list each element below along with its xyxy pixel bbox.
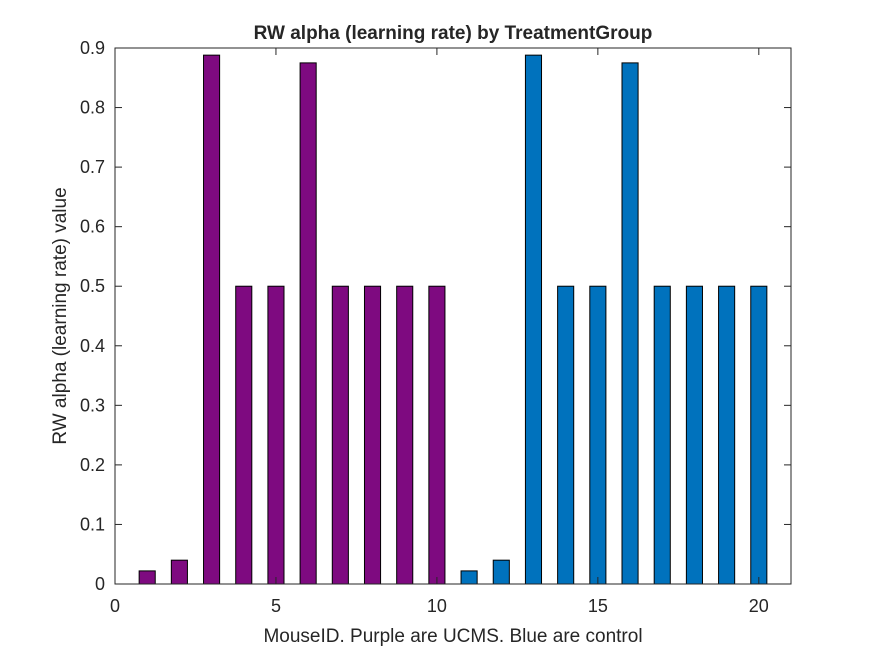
- ticks-layer: 0 5 10 15 20 0 0.1 0.2 0.3 0.4 0.5 0.6 0.7 0.8 0.9: [80, 38, 791, 616]
- bar-mouse-4: [235, 285, 253, 585]
- bar-mouse-20: [750, 285, 768, 585]
- chart-title: RW alpha (learning rate) by TreatmentGro…: [254, 23, 653, 44]
- bar-mouse-1: [138, 570, 156, 585]
- bar-mouse-18: [685, 285, 703, 585]
- y-tick-label: 0.9: [80, 38, 105, 58]
- y-tick-label: 0.5: [80, 276, 105, 296]
- bar-mouse-3: [203, 54, 221, 585]
- bar-mouse-12: [492, 559, 510, 585]
- y-tick-label: 0.3: [80, 395, 105, 415]
- bar-mouse-8: [363, 285, 382, 585]
- y-tick-label: 0.4: [80, 336, 105, 356]
- x-tick-label: 15: [588, 596, 608, 616]
- x-tick-label: 5: [271, 596, 281, 616]
- bar-mouse-10: [428, 285, 446, 585]
- bar-mouse-9: [396, 285, 414, 585]
- bar-mouse-13: [524, 54, 543, 585]
- bar-mouse-11: [460, 570, 478, 585]
- x-axis-title: MouseID. Purple are UCMS. Blue are contr…: [263, 626, 642, 647]
- bar-mouse-2: [170, 559, 188, 585]
- bar-mouse-16: [621, 62, 639, 585]
- y-tick-label: 0.2: [80, 455, 105, 475]
- x-tick-label: 10: [427, 596, 447, 616]
- x-tick-label: 0: [110, 596, 120, 616]
- y-tick-label: 0: [95, 574, 105, 594]
- axes-box: [114, 47, 792, 585]
- y-tick-label: 0.1: [80, 514, 105, 534]
- y-tick-label: 0.6: [80, 217, 105, 237]
- x-tick-label: 20: [749, 596, 769, 616]
- bar-mouse-6: [299, 62, 317, 585]
- bar-mouse-14: [557, 285, 575, 585]
- y-tick-label: 0.8: [80, 98, 105, 118]
- bar-mouse-15: [589, 285, 607, 585]
- bars-layer: [138, 54, 768, 585]
- y-axis-title: RW alpha (learning rate) value: [50, 187, 71, 444]
- bar-mouse-17: [653, 285, 671, 585]
- y-tick-label: 0.7: [80, 157, 105, 177]
- bar-mouse-7: [331, 285, 349, 585]
- bar-mouse-5: [267, 285, 285, 585]
- bar-mouse-19: [718, 285, 736, 585]
